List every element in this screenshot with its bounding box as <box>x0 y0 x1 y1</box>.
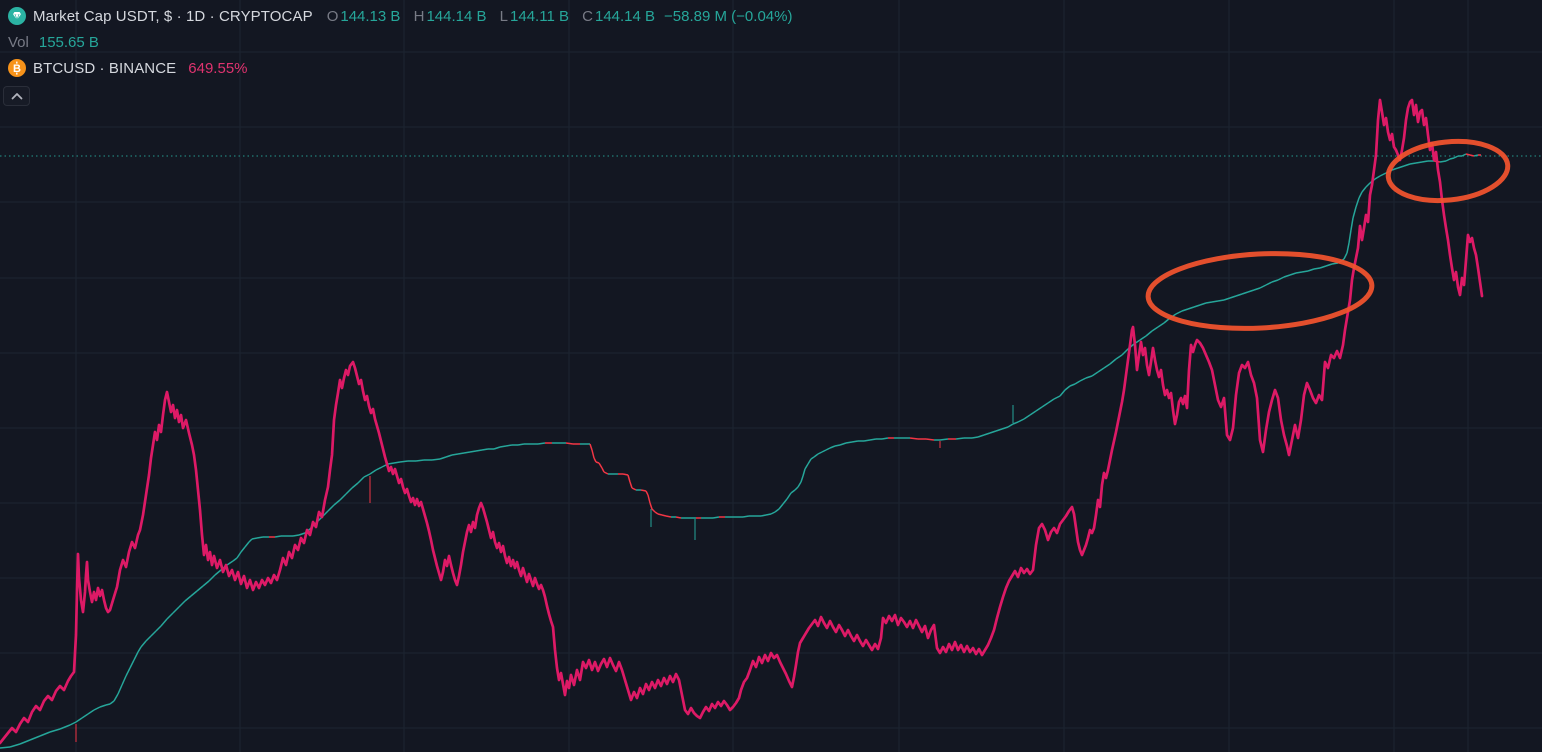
change-badge: −58.89 M (−0.04%) <box>664 7 793 25</box>
compare-symbol-title: BTCUSD · BINANCE <box>33 59 177 77</box>
cryptocap-gem-icon <box>8 7 26 25</box>
ohlc-high: H 144.14 B <box>413 7 487 25</box>
marketcap-series[interactable] <box>0 153 1481 749</box>
bitcoin-icon: B <box>8 59 26 77</box>
ohlc-values: O 144.13 B H 144.14 B L 144.11 B C 144.14 B <box>327 8 664 25</box>
marketcap-candle-wicks <box>75 405 1014 742</box>
volume-value: 155.65 B <box>38 33 99 51</box>
btcusd-compare-line[interactable] <box>0 98 1484 745</box>
symbol-title: Market Cap USDT, $ · 1D · CRYPTOCAP <box>33 7 313 25</box>
symbol-legend-row[interactable]: Market Cap USDT, $ · 1D · CRYPTOCAP O 144… <box>8 6 792 26</box>
volume-legend-row[interactable]: Vol 155.65 B <box>8 32 792 52</box>
ohlc-close: C 144.14 B <box>582 7 656 25</box>
chevron-up-icon <box>11 93 22 100</box>
ohlc-low: L 144.11 B <box>499 7 569 25</box>
ohlc-open: O 144.13 B <box>326 7 401 25</box>
compare-legend-row[interactable]: B BTCUSD · BINANCE 649.55% <box>8 58 792 78</box>
svg-text:B: B <box>13 63 21 75</box>
compare-change-value: 649.55% <box>188 59 248 77</box>
chart-legend: Market Cap USDT, $ · 1D · CRYPTOCAP O 144… <box>8 6 792 84</box>
volume-label: Vol <box>8 33 29 51</box>
ellipse-annotations[interactable] <box>1145 136 1511 334</box>
collapse-legend-button[interactable] <box>3 86 30 106</box>
